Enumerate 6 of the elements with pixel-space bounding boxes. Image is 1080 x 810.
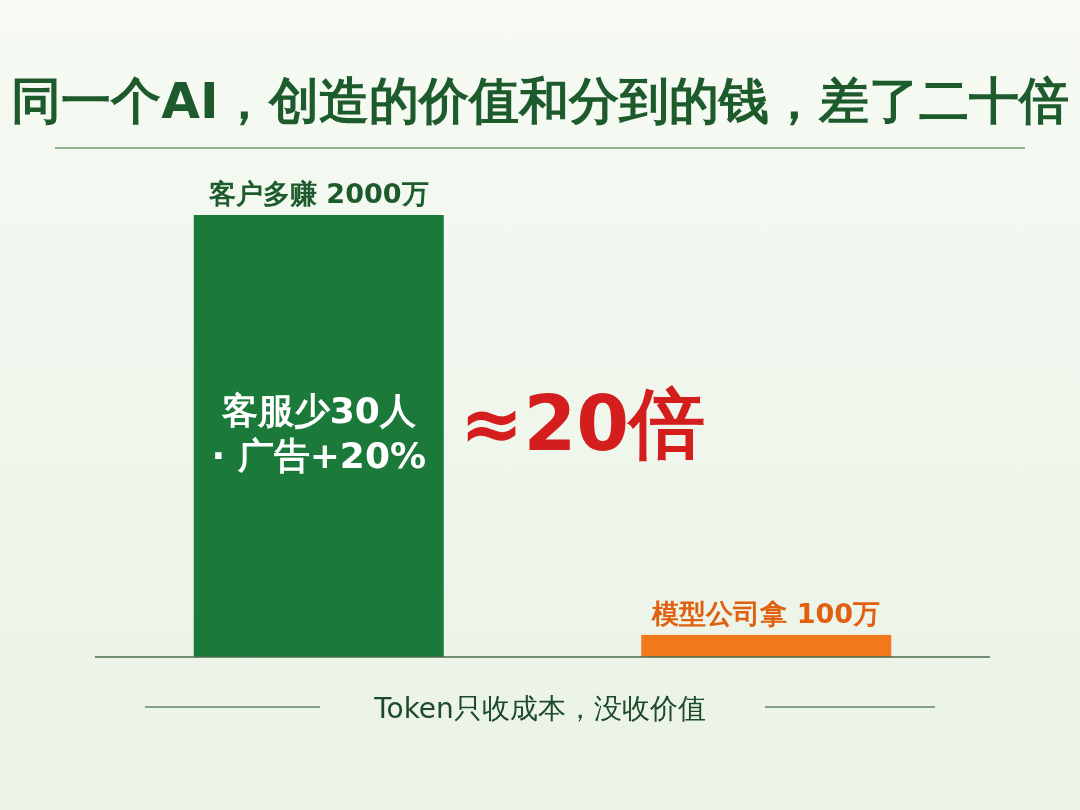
text: Token只收成本，没收价值 — [373, 692, 706, 725]
data-label: 模型公司拿 100万 — [651, 597, 881, 629]
annotation: 客服少30人 · 广告+20% — [211, 390, 427, 476]
annotation: ≈20倍 — [459, 379, 706, 468]
chart-title: 同一个AI，创造的价值和分到的钱，差了二十倍 — [11, 72, 1069, 130]
data-label: 客户多赚 2000万 — [207, 178, 429, 209]
